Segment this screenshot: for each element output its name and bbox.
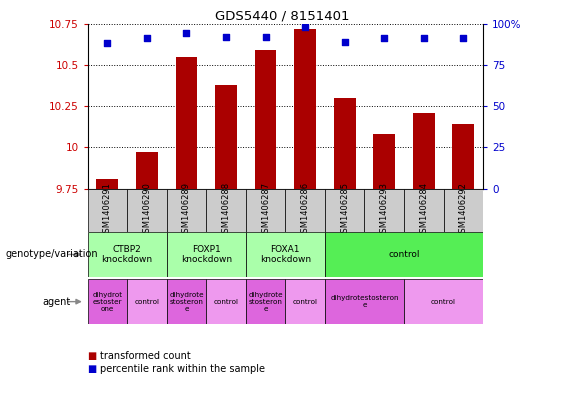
Bar [97,179,118,189]
Text: agent: agent [42,297,71,307]
Text: GSM1406286: GSM1406286 [301,182,310,238]
Text: dihydrot
estoster
one: dihydrot estoster one [92,292,123,312]
Text: ■: ■ [88,351,97,361]
Bar [404,189,444,232]
Point [340,39,349,45]
Point [103,40,112,46]
Bar [413,113,434,189]
Text: control: control [431,299,456,305]
Text: FOXP1
knockdown: FOXP1 knockdown [181,245,232,264]
Point [182,30,191,37]
Bar [325,232,483,277]
Bar [167,279,206,324]
Bar [453,124,474,189]
Text: control: control [388,250,420,259]
Bar [255,50,276,189]
Bar [246,189,285,232]
Bar [373,134,395,189]
Point [419,35,428,42]
Bar [444,189,483,232]
Text: percentile rank within the sample: percentile rank within the sample [100,364,265,375]
Text: GSM1406284: GSM1406284 [419,182,428,238]
Text: dihydrote
stosteron
e: dihydrote stosteron e [248,292,283,312]
Bar [127,189,167,232]
Point [142,35,151,42]
Bar [136,152,158,189]
Text: GSM1406292: GSM1406292 [459,182,468,238]
Bar [404,279,483,324]
Bar [334,98,355,189]
Bar [364,189,404,232]
Bar [167,232,246,277]
Text: GSM1406285: GSM1406285 [340,182,349,238]
Text: GSM1406293: GSM1406293 [380,182,389,238]
Bar [127,279,167,324]
Bar [88,189,127,232]
Bar [176,57,197,189]
Bar [294,29,316,189]
Bar [246,232,325,277]
Bar [88,232,167,277]
Bar [246,279,285,324]
Bar [215,84,237,189]
Text: dihydrote
stosteron
e: dihydrote stosteron e [169,292,204,312]
Point [459,35,468,42]
Text: GSM1406290: GSM1406290 [142,182,151,238]
Bar [285,189,325,232]
Text: CTBP2
knockdown: CTBP2 knockdown [102,245,153,264]
Point [380,35,389,42]
Text: GSM1406291: GSM1406291 [103,182,112,238]
Bar [206,189,246,232]
Text: GDS5440 / 8151401: GDS5440 / 8151401 [215,10,350,23]
Bar [325,189,364,232]
Text: ■: ■ [88,364,97,375]
Text: GSM1406289: GSM1406289 [182,182,191,238]
Bar [206,279,246,324]
Point [221,34,231,40]
Bar [285,279,325,324]
Text: transformed count: transformed count [100,351,191,361]
Text: control: control [214,299,238,305]
Text: GSM1406287: GSM1406287 [261,182,270,238]
Text: dihydrotestosteron
e: dihydrotestosteron e [330,295,399,308]
Bar [325,279,404,324]
Text: control: control [293,299,318,305]
Text: genotype/variation: genotype/variation [6,250,98,259]
Text: GSM1406288: GSM1406288 [221,182,231,238]
Point [301,24,310,30]
Bar [167,189,206,232]
Bar [88,279,127,324]
Text: FOXA1
knockdown: FOXA1 knockdown [260,245,311,264]
Text: control: control [134,299,159,305]
Point [261,34,270,40]
